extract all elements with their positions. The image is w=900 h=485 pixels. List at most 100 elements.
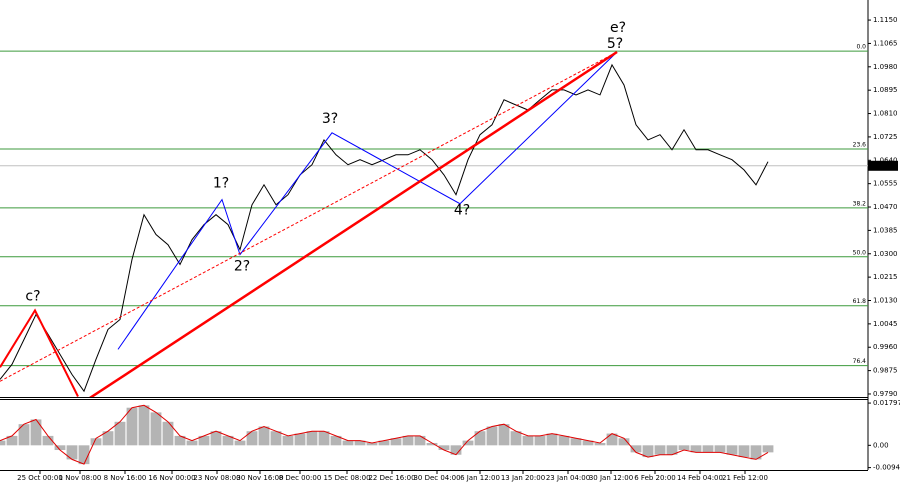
wave-label: 5? (607, 36, 623, 52)
oscillator-bar (186, 440, 198, 446)
wave-label: 4? (454, 203, 470, 219)
y-tick-label: 0.9875 (873, 367, 898, 375)
oscillator-bar (270, 431, 282, 446)
y-tick-label: 1.1150 (873, 16, 898, 24)
oscillator-bar (162, 421, 174, 446)
oscillator-bar (42, 435, 54, 446)
oscillator-bar (438, 445, 450, 451)
signal-line (0, 404, 769, 465)
oscillator-bar (534, 435, 546, 446)
oscillator-bar (78, 445, 90, 465)
oscillator-bar (690, 445, 702, 453)
oscillator-bar (414, 435, 426, 446)
y-tick-label: 1.0130 (873, 296, 898, 304)
oscillator-bar (234, 440, 246, 446)
oscillator-bar (390, 438, 402, 446)
price-panel: 0.0 23.6 38.2 50.0 61.8 76.4 (0, 44, 868, 397)
y-tick-label: -0.00948 (873, 464, 900, 472)
x-tick-label: 21 Feb 12:00 (722, 474, 768, 482)
x-tick-label: 8 Nov 16:00 (104, 474, 147, 482)
y-tick-label: 0.9790 (873, 390, 898, 398)
y-tick-label: 1.1065 (873, 39, 898, 47)
oscillator-bar (546, 433, 558, 446)
wave-label: 3? (322, 111, 338, 127)
wave-line (0, 51, 618, 382)
y-tick-label: 1.0470 (873, 203, 898, 211)
oscillator-bar (714, 445, 726, 453)
current-price-label: 1.0620 (872, 162, 897, 170)
x-tick-label: 14 Feb 04:00 (677, 474, 723, 482)
oscillator-bar (426, 442, 438, 446)
oscillator-bar (726, 445, 738, 455)
fib-label: 38.2 (853, 200, 867, 207)
oscillator-bar (582, 440, 594, 446)
oscillator-bar (570, 438, 582, 446)
y-tick-label: 1.0385 (873, 226, 898, 234)
x-tick-label: 13 Jan 20:00 (501, 474, 545, 482)
x-tick-label: 23 Nov 08:00 (193, 474, 240, 482)
y-tick-label: 1.0640 (873, 156, 898, 164)
oscillator-bar (66, 445, 78, 460)
oscillator-bar (258, 426, 270, 446)
oscillator-bar (378, 440, 390, 446)
wave-label: e? (610, 20, 626, 36)
oscillator-bar (522, 435, 534, 446)
current-price-box (868, 160, 898, 171)
oscillator-bar (294, 433, 306, 446)
x-tick-label: 23 Jan 04:00 (546, 474, 590, 482)
oscillator-bar (222, 435, 234, 446)
oscillator-bar (210, 431, 222, 446)
oscillator-bar (138, 405, 150, 446)
y-tick-label: 1.0980 (873, 63, 898, 71)
y-tick-label: 1.0895 (873, 86, 898, 94)
oscillator-bar (318, 431, 330, 446)
y-tick-label: 1.0555 (873, 180, 898, 188)
wave-label: 1? (213, 176, 229, 192)
x-tick-label: 30 Dec 04:00 (413, 474, 460, 482)
oscillator-bar (114, 421, 126, 446)
oscillator-bar (102, 431, 114, 446)
y-tick-label: 1.0810 (873, 110, 898, 118)
oscillator-bar (474, 431, 486, 446)
oscillator-bar (366, 442, 378, 446)
y-tick-label: 1.0725 (873, 133, 898, 141)
wave-line (117, 51, 618, 350)
oscillator-bar (402, 435, 414, 446)
oscillator-bar (54, 445, 66, 451)
oscillator-bar (6, 435, 18, 446)
fib-label: 23.6 (853, 142, 867, 149)
oscillator-bar (498, 424, 510, 446)
x-tick-label: 15 Dec 08:00 (323, 474, 370, 482)
x-tick-label: 1 Nov 08:00 (59, 474, 102, 482)
x-tick-label: 30 Jan 12:00 (589, 474, 633, 482)
fib-label: 76.4 (853, 358, 867, 365)
oscillator-bar (246, 431, 258, 446)
oscillator-bar (594, 442, 606, 446)
oscillator-bar (198, 435, 210, 446)
y-tick-label: 0.9960 (873, 343, 898, 351)
oscillator-bar (306, 431, 318, 446)
oscillator-bar (330, 435, 342, 446)
oscillator-bar (762, 445, 774, 453)
x-tick-label: 30 Nov 16:00 (236, 474, 283, 482)
y-tick-label: 1.0215 (873, 273, 898, 281)
oscillator-bar (558, 435, 570, 446)
y-tick-label: 1.0045 (873, 320, 898, 328)
oscillator-bar (30, 419, 42, 446)
y-tick-label: 1.0300 (873, 250, 898, 258)
oscillator-bar (150, 412, 162, 446)
x-tick-label: 16 Nov 00:00 (148, 474, 195, 482)
oscillator-bar (90, 438, 102, 446)
oscillator-bar (666, 445, 678, 455)
oscillator-bar (126, 407, 138, 446)
oscillator-bar (642, 445, 654, 458)
y-tick-label: 0.00 (873, 441, 889, 449)
oscillator-bar (342, 440, 354, 446)
fib-label: 61.8 (853, 298, 867, 305)
oscillator-panel (0, 404, 774, 465)
x-tick-label: 8 Dec 00:00 (279, 474, 322, 482)
oscillator-bar (450, 445, 462, 455)
y-tick-label: 0.01797 (873, 399, 900, 407)
